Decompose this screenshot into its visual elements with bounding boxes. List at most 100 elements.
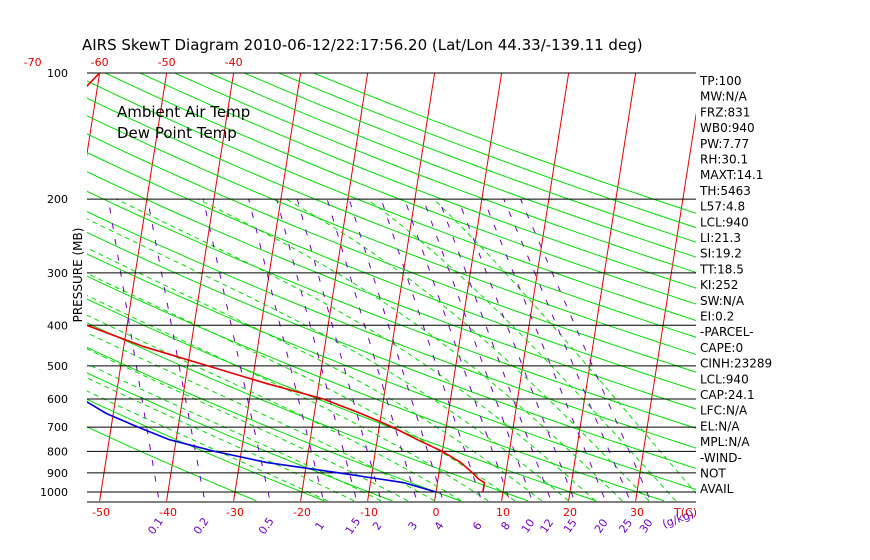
mixing-ratio-line <box>348 198 443 498</box>
dry-adiabat-line <box>139 73 696 289</box>
stat-line: WB0:940 <box>700 121 755 135</box>
mixing-ratio-label: 20 <box>592 517 611 536</box>
dry-adiabat-line <box>209 73 696 258</box>
bottom-temp-unit-label: T(C) <box>673 506 697 519</box>
stat-line: NOT <box>700 467 726 481</box>
mixing-ratio-line <box>202 199 270 498</box>
y-axis-label: PRESSURE (MB) <box>71 228 85 323</box>
mixing-ratio-label: 0.2 <box>191 515 212 537</box>
dry-adiabat-line <box>278 73 696 229</box>
mixing-ratio-line <box>107 199 159 498</box>
legend-ambient-air-temp: Ambient Air Temp <box>117 103 250 121</box>
mixing-ratio-line <box>147 199 205 498</box>
dry-adiabat-line <box>87 426 257 502</box>
stat-line: TH:5463 <box>699 184 751 198</box>
isotherm-line <box>87 73 101 157</box>
isobars <box>87 72 696 503</box>
dry-adiabat-line <box>87 80 696 321</box>
chart-title: AIRS SkewT Diagram 2010-06-12/22:17:56.2… <box>82 36 643 54</box>
stat-line: LCL:940 <box>700 372 749 386</box>
mixing-ratio-label: 4 <box>432 519 447 532</box>
mixing-ratio-line <box>503 198 630 498</box>
moist-adiabat-line <box>366 198 677 502</box>
pressure-tick-label: 600 <box>47 393 68 406</box>
stat-line: CINH:23289 <box>700 357 772 371</box>
stat-line: MW:N/A <box>700 90 748 104</box>
stat-line: SW:N/A <box>700 294 745 308</box>
dry-adiabat-line <box>87 211 696 449</box>
isotherm-line <box>635 112 696 501</box>
ambient-air-temp-line <box>87 73 486 493</box>
top-temp-tick-label: -70 <box>24 56 42 69</box>
dry-adiabat-line <box>87 151 696 391</box>
stat-line: CAPE:0 <box>700 341 743 355</box>
mixing-ratio-line <box>520 198 650 498</box>
mixing-ratio-label: 10 <box>519 517 538 536</box>
stat-line: L57:4.8 <box>700 200 745 214</box>
pressure-tick-label: 900 <box>47 467 68 480</box>
dry-adiabat-line <box>87 97 696 338</box>
mixing-ratio-line <box>457 198 574 498</box>
dry-adiabat-line <box>87 253 696 490</box>
bottom-temp-tick-label: 0 <box>433 506 440 519</box>
stat-line: TT:18.5 <box>699 262 744 276</box>
bottom-temp-tick-label: -10 <box>360 506 378 519</box>
stat-line: CAP:24.1 <box>700 388 755 402</box>
pressure-tick-label: 700 <box>47 421 68 434</box>
stat-line: -PARCEL- <box>700 325 754 339</box>
mixing-ratio-line <box>380 198 481 498</box>
pressure-tick-label: 400 <box>47 319 68 332</box>
moist-adiabat-line <box>87 294 489 502</box>
mixing-ratio-label: 2 <box>370 519 385 532</box>
pressure-tick-label: 1000 <box>40 486 68 499</box>
mixing-ratio-line <box>422 198 532 498</box>
dew-point-temp-line <box>87 400 437 493</box>
dry-adiabat-line <box>174 73 696 273</box>
dry-adiabat-line <box>87 398 325 502</box>
moist-adiabat-line <box>87 247 543 502</box>
stat-line: LCL:940 <box>700 215 749 229</box>
dry-adiabat-line <box>87 346 461 502</box>
mixing-ratio-line <box>326 198 417 498</box>
stat-line: KI:252 <box>700 278 738 292</box>
stat-line: RH:30.1 <box>700 153 748 167</box>
pressure-tick-label: 500 <box>47 360 68 373</box>
top-temp-tick-label: -50 <box>158 56 176 69</box>
stat-line: LI:21.3 <box>700 231 741 245</box>
stat-line: MAXT:14.1 <box>700 168 763 182</box>
mixing-ratio-label: 3 <box>406 519 421 532</box>
moist-adiabat-line <box>285 198 650 502</box>
mixing-ratio-label: 25 <box>616 517 635 536</box>
stat-line: EL:N/A <box>700 419 740 433</box>
isotherm-line <box>300 73 369 501</box>
stat-line: FRZ:831 <box>700 105 750 119</box>
dry-adiabat-line <box>87 231 696 469</box>
stat-line: AVAIL <box>700 482 734 496</box>
isotherm-line <box>99 73 168 501</box>
pressure-tick-label: 100 <box>47 67 68 80</box>
mixing-ratio-label: 12 <box>538 517 557 536</box>
bottom-temp-tick-label: 10 <box>496 506 510 519</box>
dry-adiabat-line <box>87 115 696 355</box>
moist-adiabat-line <box>87 348 409 502</box>
mixing-ratio-line <box>248 199 324 498</box>
moist-adiabat-line <box>87 218 569 502</box>
isotherm-line <box>501 73 570 501</box>
mixing-ratio-line <box>296 198 381 498</box>
stat-line: LFC:N/A <box>700 404 748 418</box>
isotherm-line <box>166 73 235 501</box>
isotherm-line <box>568 73 637 501</box>
mixing-ratio-label: 30 <box>637 517 656 536</box>
isotherm-line <box>434 73 503 501</box>
mixing-ratio-line <box>404 198 510 498</box>
legend: Ambient Air Temp Dew Point Temp <box>117 103 250 142</box>
top-temp-tick-label: -60 <box>91 56 109 69</box>
moist-adiabat-line <box>433 198 696 494</box>
moist-adiabat-line <box>116 198 596 502</box>
stat-line: TP:100 <box>699 74 742 88</box>
stat-line: PW:7.77 <box>700 137 749 151</box>
mixing-ratio-label: 0.5 <box>256 515 277 537</box>
background-grid <box>87 73 696 502</box>
stat-line: -WIND- <box>700 451 742 465</box>
